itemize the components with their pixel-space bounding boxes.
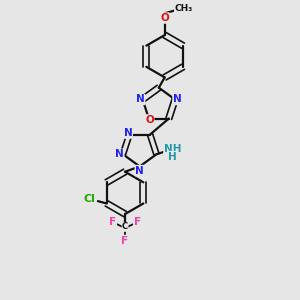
Text: CH₃: CH₃ xyxy=(175,4,193,13)
Text: N: N xyxy=(136,94,145,104)
Text: O: O xyxy=(160,13,169,23)
Text: C: C xyxy=(122,223,128,232)
Text: O: O xyxy=(145,115,154,125)
Text: NH: NH xyxy=(164,144,182,154)
Text: N: N xyxy=(115,149,124,159)
Text: F: F xyxy=(134,217,141,227)
Text: F: F xyxy=(122,236,129,245)
Text: N: N xyxy=(173,94,182,104)
Text: F: F xyxy=(109,217,116,227)
Text: N: N xyxy=(124,128,132,138)
Text: H: H xyxy=(168,152,177,162)
Text: N: N xyxy=(135,166,144,176)
Text: Cl: Cl xyxy=(84,194,96,204)
